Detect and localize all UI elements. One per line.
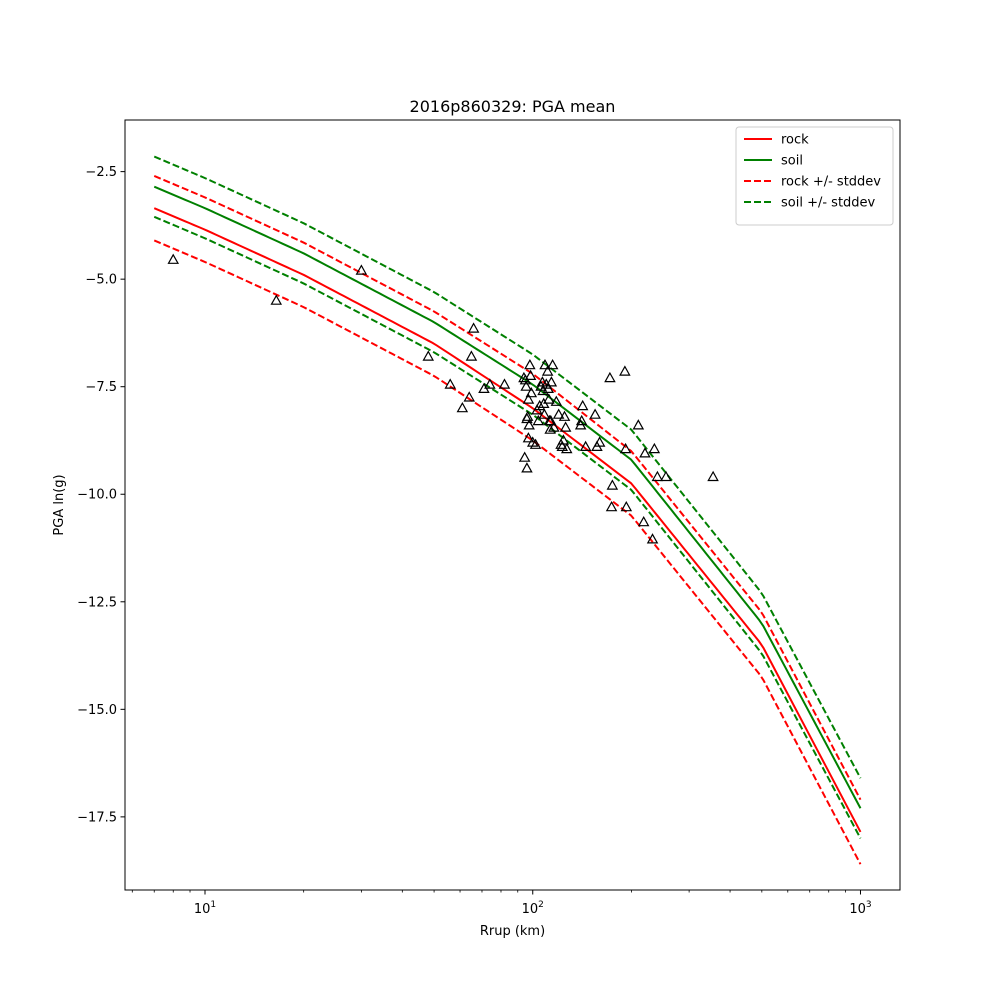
observation-point xyxy=(422,350,435,361)
y-tick-label: −2.5 xyxy=(85,165,117,180)
observation-point xyxy=(546,358,559,370)
observation-point xyxy=(498,378,511,389)
observation-point xyxy=(270,294,283,305)
y-tick-label: −7.5 xyxy=(85,380,117,395)
observation-point xyxy=(589,408,601,419)
observation-point xyxy=(524,369,537,380)
observation-point xyxy=(444,378,457,389)
observation-point xyxy=(619,365,631,376)
series-layer xyxy=(153,155,862,865)
observation-point xyxy=(651,470,664,482)
observation-point xyxy=(544,414,557,426)
observation-point xyxy=(620,500,633,512)
series-line-2 xyxy=(153,174,862,801)
x-axis-label: Rrup (km) xyxy=(480,924,545,939)
series-line-3 xyxy=(153,239,862,865)
observation-point xyxy=(593,436,606,447)
y-axis: −2.5 −5.0 −7.5 −10.0 −12.5 −15.0 −17.5 xyxy=(77,165,125,825)
series-line-5 xyxy=(153,215,862,839)
legend-box xyxy=(735,126,894,226)
observation-point xyxy=(556,440,569,451)
observation-point xyxy=(521,410,534,421)
observation-point xyxy=(533,399,546,411)
observation-point xyxy=(521,462,533,473)
observation-point xyxy=(456,401,469,413)
observation-point xyxy=(542,382,555,393)
y-tick-label: −15.0 xyxy=(77,703,117,718)
observation-point xyxy=(167,253,180,264)
observation-point xyxy=(525,386,538,398)
observation-point xyxy=(522,432,535,443)
legend-label: soil +/- stddev xyxy=(781,196,876,211)
observation-point xyxy=(545,376,558,387)
y-tick-label: −10.0 xyxy=(77,488,117,503)
y-axis-label: PGA ln(g) xyxy=(52,474,67,535)
x-tick-label: 101 xyxy=(194,900,216,917)
observation-point xyxy=(544,423,556,434)
observation-point xyxy=(575,414,588,426)
observation-point xyxy=(522,393,535,404)
observation-point xyxy=(604,371,616,383)
observation-point xyxy=(560,442,573,454)
chart-title: 2016p860329: PGA mean xyxy=(410,97,616,116)
observation-point xyxy=(523,419,535,430)
observation-point xyxy=(543,393,555,404)
y-tick-label: −5.0 xyxy=(85,273,117,288)
observation-point xyxy=(467,322,480,333)
y-tick-label: −17.5 xyxy=(77,810,117,825)
observation-point xyxy=(541,365,554,376)
legend: rock soil rock +/- stddev soil +/- stddev xyxy=(735,126,894,226)
y-tick-label: −12.5 xyxy=(77,595,117,610)
observation-point xyxy=(660,470,672,482)
observation-point xyxy=(532,414,545,426)
observation-point xyxy=(632,419,645,430)
series-line-4 xyxy=(153,155,862,779)
legend-label: soil xyxy=(781,154,803,169)
observation-point xyxy=(646,533,659,544)
legend-label: rock +/- stddev xyxy=(781,175,881,190)
observation-point xyxy=(619,442,632,454)
observation-point xyxy=(520,380,532,391)
observation-point xyxy=(576,399,589,411)
observation-point xyxy=(606,479,619,490)
observation-point xyxy=(463,391,476,402)
observation-point xyxy=(557,434,570,445)
x-tick-label: 103 xyxy=(849,900,871,917)
observation-point xyxy=(518,451,531,462)
observation-point xyxy=(539,358,551,370)
observation-point xyxy=(537,384,549,396)
observation-point xyxy=(559,421,572,432)
observation-point xyxy=(579,440,592,451)
series-line-0 xyxy=(153,207,862,833)
observation-point xyxy=(648,442,661,454)
series-line-1 xyxy=(153,185,862,809)
observation-point xyxy=(552,408,565,419)
x-tick-label: 102 xyxy=(522,900,544,917)
legend-label: rock xyxy=(781,133,809,148)
observation-point xyxy=(465,350,478,361)
observation-point xyxy=(484,378,496,389)
observation-point xyxy=(558,410,571,421)
observation-point xyxy=(605,500,618,512)
observation-point xyxy=(538,408,551,419)
observation-point xyxy=(548,421,560,432)
observation-point xyxy=(707,470,719,482)
observation-point xyxy=(524,358,536,370)
plot-frame xyxy=(124,119,901,891)
observation-point xyxy=(355,264,368,275)
observation-points xyxy=(167,253,719,544)
observation-point xyxy=(550,395,563,406)
x-axis: 101 102 103 xyxy=(131,890,872,917)
observation-point xyxy=(529,438,542,449)
observation-point xyxy=(639,447,651,458)
observation-point xyxy=(637,515,650,527)
